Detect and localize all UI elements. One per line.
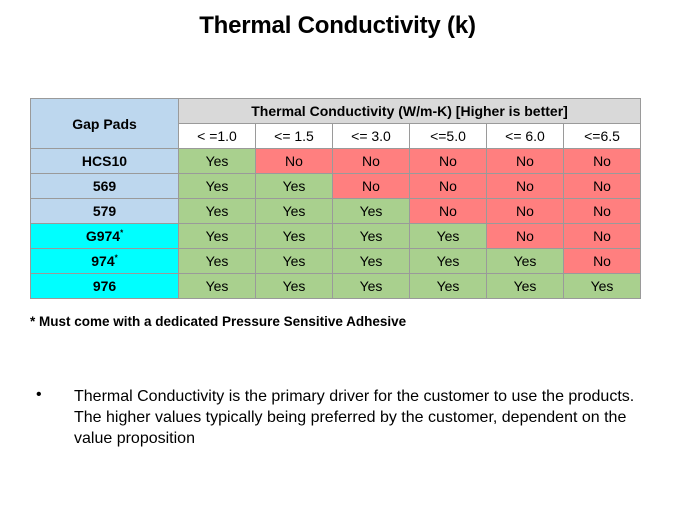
table-cell: Yes	[255, 248, 333, 274]
column-header: <= 6.0	[486, 123, 564, 149]
table-cell: Yes	[332, 198, 410, 224]
footnote: * Must come with a dedicated Pressure Se…	[30, 314, 407, 329]
table-cell: Yes	[332, 223, 410, 249]
table-cell: Yes	[255, 198, 333, 224]
table-cell: No	[409, 173, 487, 199]
gap-pad-label: G974	[85, 228, 121, 244]
footnote-marker: *	[114, 253, 118, 263]
table-cell: Yes	[255, 273, 333, 299]
table-cell: No	[486, 223, 564, 249]
table-cell: Yes	[409, 273, 487, 299]
gap-pad-label: 579	[92, 203, 117, 219]
table-cell: Yes	[409, 223, 487, 249]
table-cell: Yes	[178, 148, 256, 174]
table-cell: Yes	[178, 248, 256, 274]
gap-pad-label: 974	[91, 253, 115, 269]
table-cell: No	[409, 198, 487, 224]
gap-pad-name: 569	[30, 173, 179, 199]
table-cell: Yes	[409, 248, 487, 274]
column-header: <= 3.0	[332, 123, 410, 149]
gap-pad-name: 579	[30, 198, 179, 224]
table-cell: Yes	[486, 248, 564, 274]
table-row: 569 Yes Yes No No No No	[30, 173, 642, 199]
column-header: < =1.0	[178, 123, 256, 149]
gap-pad-name: HCS10	[30, 148, 179, 174]
table-row: 974* Yes Yes Yes Yes Yes No	[30, 248, 642, 274]
table-row: HCS10 Yes No No No No No	[30, 148, 642, 174]
gap-pad-name: 976	[30, 273, 179, 299]
gap-pad-label: 976	[92, 278, 117, 294]
table-cell: Yes	[178, 198, 256, 224]
table-cell: Yes	[255, 173, 333, 199]
table-row: 579 Yes Yes Yes No No No	[30, 198, 642, 224]
gap-pad-label: 569	[92, 178, 117, 194]
table-cell: No	[255, 148, 333, 174]
table-cell: Yes	[178, 173, 256, 199]
table-cell: No	[409, 148, 487, 174]
table-cell: No	[332, 173, 410, 199]
table-cell: Yes	[486, 273, 564, 299]
table-cell: No	[562, 223, 642, 249]
column-header: <=5.0	[409, 123, 487, 149]
table-cell: No	[562, 198, 642, 224]
table-row: G974* Yes Yes Yes Yes No No	[30, 223, 642, 249]
gap-pad-label: HCS10	[81, 153, 128, 169]
table-row: 976 Yes Yes Yes Yes Yes Yes	[30, 273, 642, 299]
table-cell: Yes	[332, 273, 410, 299]
thermal-conductivity-table: Gap Pads Thermal Conductivity (W/m-K) [H…	[30, 98, 642, 299]
table-cell: No	[562, 248, 642, 274]
bullet-text: Thermal Conductivity is the primary driv…	[74, 388, 635, 447]
gap-pad-name: 974*	[30, 248, 179, 274]
table-cell: No	[332, 148, 410, 174]
table-cell: Yes	[178, 273, 256, 299]
table-cell: Yes	[255, 223, 333, 249]
table-cell: Yes	[332, 248, 410, 274]
slide-title: Thermal Conductivity (k)	[199, 12, 476, 39]
table-cell: No	[486, 148, 564, 174]
conductivity-group-header: Thermal Conductivity (W/m-K) [Higher is …	[177, 98, 642, 124]
gap-pad-name: G974*	[30, 223, 179, 249]
table-cell: No	[562, 148, 642, 174]
table-cell: No	[486, 173, 564, 199]
footnote-marker: *	[120, 228, 124, 238]
table-cell: No	[562, 173, 642, 199]
column-header: <= 1.5	[255, 123, 333, 149]
table-cell: Yes	[562, 273, 642, 299]
table-cell: No	[486, 198, 564, 224]
table-cell: Yes	[178, 223, 256, 249]
column-header: <=6.5	[562, 123, 642, 149]
gap-pads-header: Gap Pads	[30, 98, 179, 149]
bullet-marker: •	[36, 386, 42, 403]
